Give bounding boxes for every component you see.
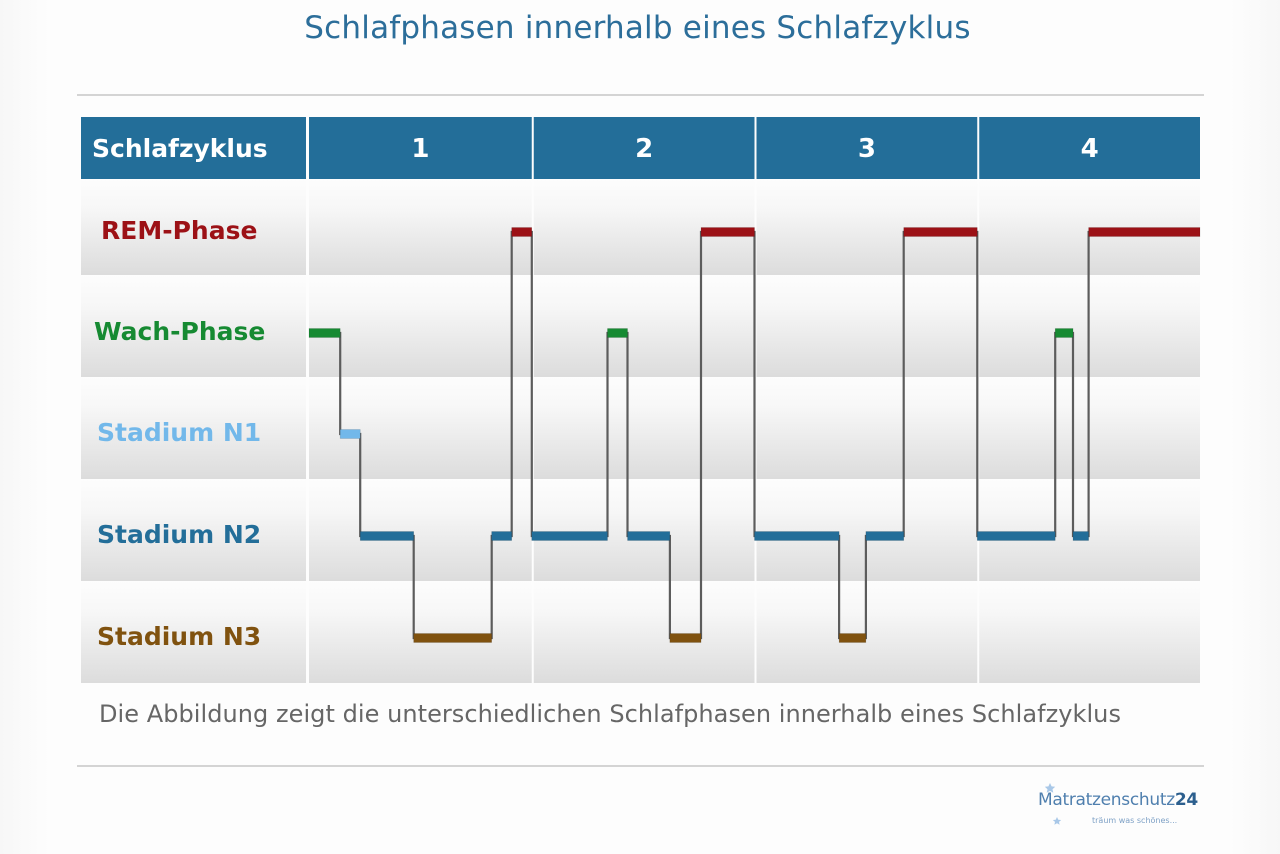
row-bg-n1-cycle-2 <box>533 377 755 479</box>
segment-n3 <box>838 633 867 643</box>
segment-n3 <box>413 633 492 643</box>
row-bg-wach-cycle-1 <box>309 275 532 377</box>
row-bg-wach-cycle-3 <box>756 275 978 377</box>
header-cycle-number: 1 <box>411 134 429 164</box>
row-bg-n3-cycle-4 <box>979 581 1200 683</box>
row-bg-wach-cycle-2 <box>533 275 755 377</box>
row-bg-n1-cycle-3 <box>756 377 978 479</box>
segment-n2 <box>491 531 513 541</box>
segment-rem <box>1088 227 1201 237</box>
header-cell-cycle-3 <box>756 117 978 179</box>
header-cell-cycle-1 <box>309 117 532 179</box>
segment-n2 <box>531 531 608 541</box>
row-bg-n1-cycle-1 <box>309 377 532 479</box>
row-label-n3: Stadium N3 <box>97 622 261 651</box>
segment-n1 <box>339 429 361 439</box>
header-cycle-number: 3 <box>858 134 876 164</box>
segment-n2 <box>976 531 1056 541</box>
row-label-n1: Stadium N1 <box>97 418 261 447</box>
chart-caption: Die Abbildung zeigt die unterschiedliche… <box>99 700 1121 728</box>
row-bg-wach-label <box>81 275 306 377</box>
segment-wach <box>308 328 341 338</box>
moon-stars-icon <box>1025 783 1062 825</box>
header-cell-cycle-4 <box>979 117 1200 179</box>
header-label-text: Schlafzyklus <box>92 134 268 163</box>
row-bg-rem-cycle-2 <box>533 179 755 275</box>
segment-n2 <box>865 531 905 541</box>
segment-n3 <box>669 633 702 643</box>
segment-n2 <box>754 531 840 541</box>
brand-name-number: 24 <box>1174 790 1198 810</box>
row-label-rem: REM-Phase <box>101 216 257 245</box>
row-label-wach: Wach-Phase <box>94 317 265 346</box>
segment-rem <box>511 227 533 237</box>
header-cycle-number: 2 <box>635 134 653 164</box>
page-title: Schlafphasen innerhalb eines Schlafzyklu… <box>304 10 971 46</box>
header-cell-cycle-2 <box>533 117 755 179</box>
row-bg-rem-label <box>81 179 306 275</box>
segment-rem <box>903 227 978 237</box>
row-label-n2: Stadium N2 <box>97 520 261 549</box>
header-cell-label <box>81 117 306 179</box>
row-bg-n1-label <box>81 377 306 479</box>
row-bg-n3-cycle-1 <box>309 581 532 683</box>
segment-rem <box>700 227 755 237</box>
header-cycle-number: 4 <box>1081 134 1099 164</box>
segment-wach <box>1054 328 1074 338</box>
segment-n2 <box>627 531 671 541</box>
brand-logo: Matratzenschutz24 träum was schönes... <box>1010 780 1230 840</box>
row-bg-n3-cycle-2 <box>533 581 755 683</box>
brand-name: Matratzenschutz24 <box>1038 790 1198 810</box>
row-bg-n2-cycle-2 <box>533 479 755 581</box>
segment-n2 <box>359 531 414 541</box>
brand-tagline: träum was schönes... <box>1092 816 1178 825</box>
row-bg-n3-label <box>81 581 306 683</box>
row-bg-n2-label <box>81 479 306 581</box>
brand-name-text: Matratzenschutz <box>1038 790 1175 810</box>
bottom-divider <box>77 765 1204 767</box>
top-divider <box>77 94 1204 96</box>
segment-n2 <box>1072 531 1089 541</box>
row-bg-rem-cycle-3 <box>756 179 978 275</box>
segment-wach <box>607 328 628 338</box>
row-bg-n2-cycle-1 <box>309 479 532 581</box>
row-bg-rem-cycle-1 <box>309 179 532 275</box>
